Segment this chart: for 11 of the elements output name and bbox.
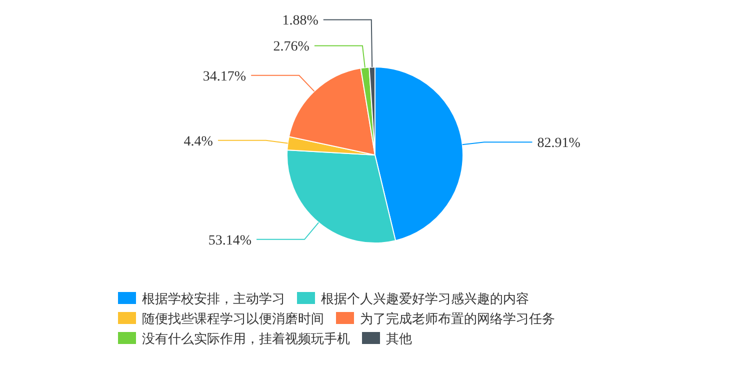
data-label: 34.17% <box>202 69 246 84</box>
legend-label: 为了完成老师布置的网络学习任务 <box>360 311 555 327</box>
legend-label: 根据学校安排，主动学习 <box>142 291 285 307</box>
data-label: 4.4% <box>184 134 214 150</box>
data-label: 1.88% <box>282 14 319 29</box>
legend-label: 没有什么实际作用，挂着视频玩手机 <box>142 331 350 347</box>
data-label: 82.91% <box>537 136 581 152</box>
data-label: 2.76% <box>273 40 310 55</box>
data-label: 53.14% <box>208 233 252 248</box>
legend-label: 根据个人兴趣爱好学习感兴趣的内容 <box>321 291 529 307</box>
legend-label: 其他 <box>386 332 412 347</box>
